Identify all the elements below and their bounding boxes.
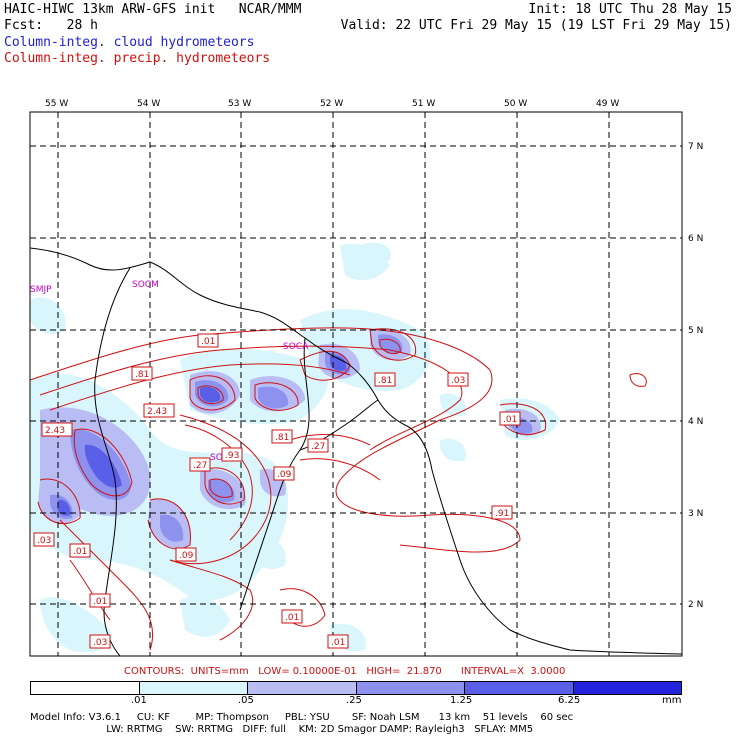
- colorbar-tick: .05: [238, 695, 254, 706]
- map-title: HAIC-HIWC 13km ARW-GFS init NCAR/MMM: [4, 2, 302, 17]
- contour-label: .03: [93, 638, 107, 648]
- contour-label: .81: [378, 376, 392, 386]
- station-label: SOCA: [283, 342, 309, 352]
- lon-label: 51 W: [412, 99, 435, 109]
- precip-contours: [30, 327, 647, 651]
- lon-label: 49 W: [596, 99, 619, 109]
- lat-label: 2 N: [688, 600, 703, 610]
- lat-label: 6 N: [688, 234, 703, 244]
- graticule: [30, 112, 682, 656]
- contour-label: .03: [451, 376, 465, 386]
- lat-label: 3 N: [688, 509, 703, 519]
- colorbar-bin: [31, 682, 140, 694]
- colorbar-tick: 1.25: [450, 695, 473, 706]
- lat-label: 7 N: [688, 142, 703, 152]
- colorbar-bin: [248, 682, 357, 694]
- colorbar-bin: [465, 682, 574, 694]
- cloud-field-label: Column-integ. cloud hydrometeors: [4, 35, 255, 50]
- contour-label: .01: [93, 597, 107, 607]
- station-label: SMJP: [30, 285, 52, 295]
- lon-label: 52 W: [320, 99, 343, 109]
- contour-labels: .01 2.43 .81 .03 .81 .81 .27 .27 .09 .09…: [33, 333, 521, 649]
- valid-time: Valid: 22 UTC Fri 29 May 15 (19 LST Fri …: [340, 18, 732, 33]
- lon-label: 54 W: [137, 99, 160, 109]
- map-frame: [29, 111, 683, 657]
- colorbar-unit: mm: [662, 695, 682, 706]
- lon-labels: 55 W 54 W 53 W 52 W 51 W 50 W 49 W: [45, 99, 619, 109]
- init-time: Init: 18 UTC Thu 28 May 15: [528, 2, 733, 17]
- contour-label: .01: [285, 613, 299, 623]
- contour-label: 2.43: [45, 426, 65, 436]
- contour-label: .09: [179, 551, 194, 561]
- forecast-hour: Fcst: 28 h: [4, 18, 98, 33]
- colorbar-tick: .25: [346, 695, 362, 706]
- model-info-line1: Model Info: V3.6.1 CU: KF MP: Thompson P…: [30, 712, 574, 723]
- colorbar-bin: [356, 682, 465, 694]
- lon-label: 50 W: [504, 99, 527, 109]
- precip-field-label: Column-integ. precip. hydrometeors: [4, 51, 271, 66]
- contour-label: .03: [37, 536, 51, 546]
- colorbar-bin: [573, 682, 681, 694]
- contour-label: .81: [275, 433, 289, 443]
- contour-label: .91: [495, 509, 509, 519]
- contour-label: .01: [201, 337, 215, 347]
- lat-labels: 7 N 6 N 5 N 4 N 3 N 2 N: [688, 142, 703, 610]
- contour-label: .81: [135, 370, 149, 380]
- station-label: SOCM: [132, 280, 159, 290]
- contour-label: .27: [193, 461, 207, 471]
- colorbar-tick: .01: [131, 695, 147, 706]
- contour-label: .93: [225, 451, 239, 461]
- contour-label: 2.43: [147, 407, 167, 417]
- lat-label: 4 N: [688, 417, 703, 427]
- model-info-line2: LW: RRTMG SW: RRTMG DIFF: full KM: 2D Sm…: [30, 724, 534, 735]
- lon-label: 55 W: [45, 99, 68, 109]
- contour-label: .27: [311, 442, 325, 452]
- lat-label: 5 N: [688, 326, 703, 336]
- contour-label: .09: [277, 470, 292, 480]
- contours-info: CONTOURS: UNITS=mm LOW= 0.10000E-01 HIGH…: [124, 666, 566, 677]
- contour-label: .01: [73, 547, 87, 557]
- contour-label: .01: [331, 638, 345, 648]
- colorbar-tick: 6.25: [558, 695, 581, 706]
- colorbar-bin: [139, 682, 248, 694]
- colorbar: [30, 681, 682, 695]
- cloud-shading: [30, 242, 560, 653]
- contour-label: .01: [503, 415, 517, 425]
- lon-label: 53 W: [228, 99, 251, 109]
